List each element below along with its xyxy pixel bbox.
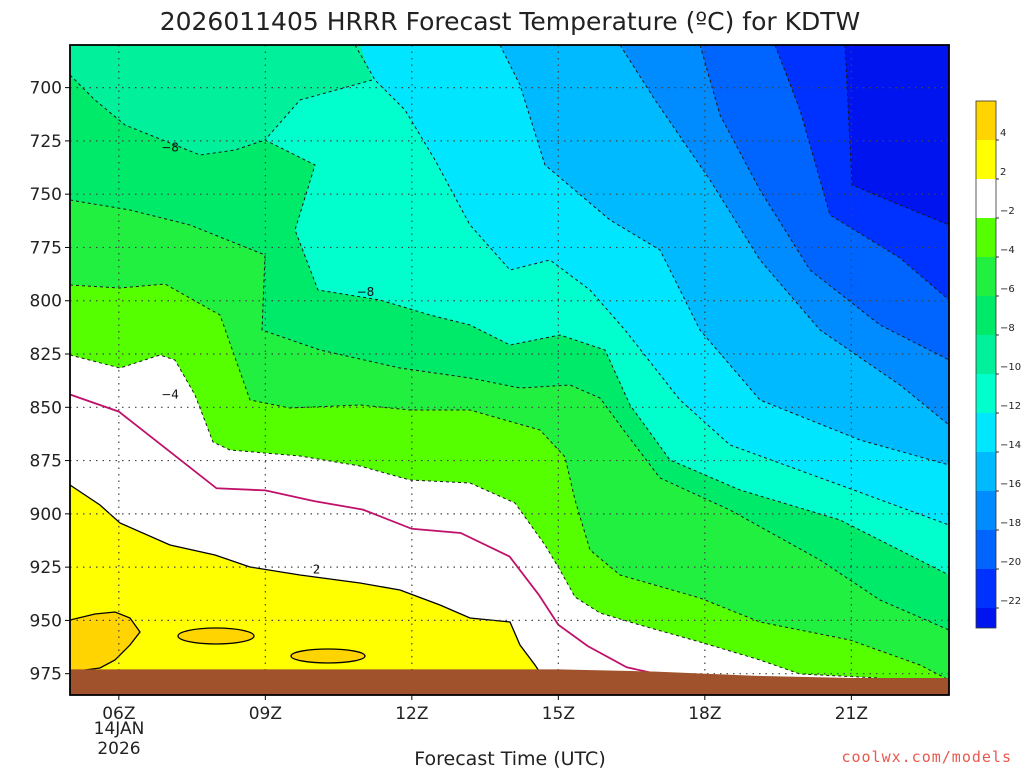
colorbar-label: −2 [1000, 206, 1015, 217]
x-date-line1: 14JAN [94, 719, 145, 739]
y-tick-label: 850 [30, 398, 62, 418]
warm-pocket-2 [177, 627, 255, 645]
colorbar-swatch [976, 101, 996, 140]
plot-area [70, 45, 949, 695]
colorbar: 4 2 −2 −4 −6 −8 −10 −12 −14 −16 −18 −20 −22 [975, 100, 1021, 629]
contour-plus2 [70, 484, 546, 681]
ground-level [70, 669, 949, 695]
x-tick-label: 09Z [249, 704, 282, 724]
y-tick-label: 750 [30, 185, 62, 205]
colorbar-swatch [976, 530, 996, 569]
colorbar-swatch [976, 296, 996, 335]
x-tick-label: 12Z [395, 704, 428, 724]
x-date-line2: 2026 [97, 739, 140, 759]
contour-minus4 [70, 354, 881, 679]
colorbar-label: −16 [1000, 479, 1021, 490]
colorbar-label: −14 [1000, 440, 1021, 451]
contour-label: −4 [161, 388, 179, 402]
colorbar-swatch [976, 413, 996, 452]
colorbar-label: −4 [1000, 245, 1015, 256]
colorbar-swatch [976, 257, 996, 296]
contour-minus10 [70, 74, 949, 576]
colorbar-swatch [976, 608, 996, 628]
colorbar-label: −8 [1000, 323, 1015, 334]
contour-minus8 [70, 199, 949, 631]
gridlines [70, 45, 949, 695]
colorbar-swatch [976, 335, 996, 374]
y-tick-label: 825 [30, 345, 62, 365]
colorbar-frame [975, 100, 997, 629]
chart-title: 2026011405 HRRR Forecast Temperature (ºC… [160, 7, 861, 36]
y-tick-label: 975 [30, 665, 62, 685]
colorbar-swatch [976, 374, 996, 413]
y-tick-label: 925 [30, 558, 62, 578]
freezing-line [70, 393, 657, 675]
x-tick-label: 18Z [688, 704, 721, 724]
colorbar-label: −22 [1000, 596, 1021, 607]
x-tick-label: 21Z [835, 704, 868, 724]
colorbar-label: −6 [1000, 284, 1015, 295]
contour-minus6 [70, 283, 949, 681]
y-tick-label: 775 [30, 238, 62, 258]
colorbar-swatch [976, 569, 996, 608]
x-axis: 06Z 09Z 12Z 15Z 18Z 21Z [102, 695, 868, 724]
contour-label: −8 [161, 140, 179, 154]
contour-minus18 [699, 45, 949, 361]
contour-label: −8 [357, 285, 375, 299]
colorbar-label: −18 [1000, 518, 1021, 529]
y-tick-label: 875 [30, 452, 62, 472]
contour-minus22 [844, 45, 949, 226]
x-tick-label: 06Z [102, 704, 135, 724]
warm-pocket-3 [290, 648, 366, 664]
y-tick-label: 900 [30, 505, 62, 525]
y-tick-label: 800 [30, 292, 62, 312]
colorbar-swatch [976, 179, 996, 218]
y-tick-label: 725 [30, 132, 62, 152]
colorbar-label: 2 [1000, 167, 1006, 178]
y-tick-label: 700 [30, 79, 62, 99]
credit-link[interactable]: coolwx.com/models [841, 748, 1012, 766]
colorbar-label: −20 [1000, 557, 1021, 568]
y-tick-label: 950 [30, 611, 62, 631]
contour-lines [70, 45, 949, 681]
contour-minus16 [619, 45, 949, 426]
contour-minus20 [774, 45, 949, 301]
colorbar-swatch [976, 491, 996, 530]
contour-labels: −8 −8 −4 2 [161, 140, 375, 576]
colorbar-swatch [976, 452, 996, 491]
plot-frame [69, 44, 950, 696]
y-axis: 700 725 750 775 800 825 850 875 900 925 950 975 [30, 79, 70, 685]
x-axis-label: Forecast Time (UTC) [414, 748, 605, 768]
colorbar-label: −12 [1000, 401, 1021, 412]
colorbar-swatch [976, 140, 996, 179]
contour-minus14 [499, 45, 949, 466]
colorbar-swatch [976, 218, 996, 257]
contour-label: 2 [313, 562, 321, 576]
x-tick-label: 15Z [542, 704, 575, 724]
contour-minus8-top [264, 79, 373, 141]
colorbar-label: −10 [1000, 362, 1021, 373]
colorbar-label: 4 [1000, 128, 1006, 139]
